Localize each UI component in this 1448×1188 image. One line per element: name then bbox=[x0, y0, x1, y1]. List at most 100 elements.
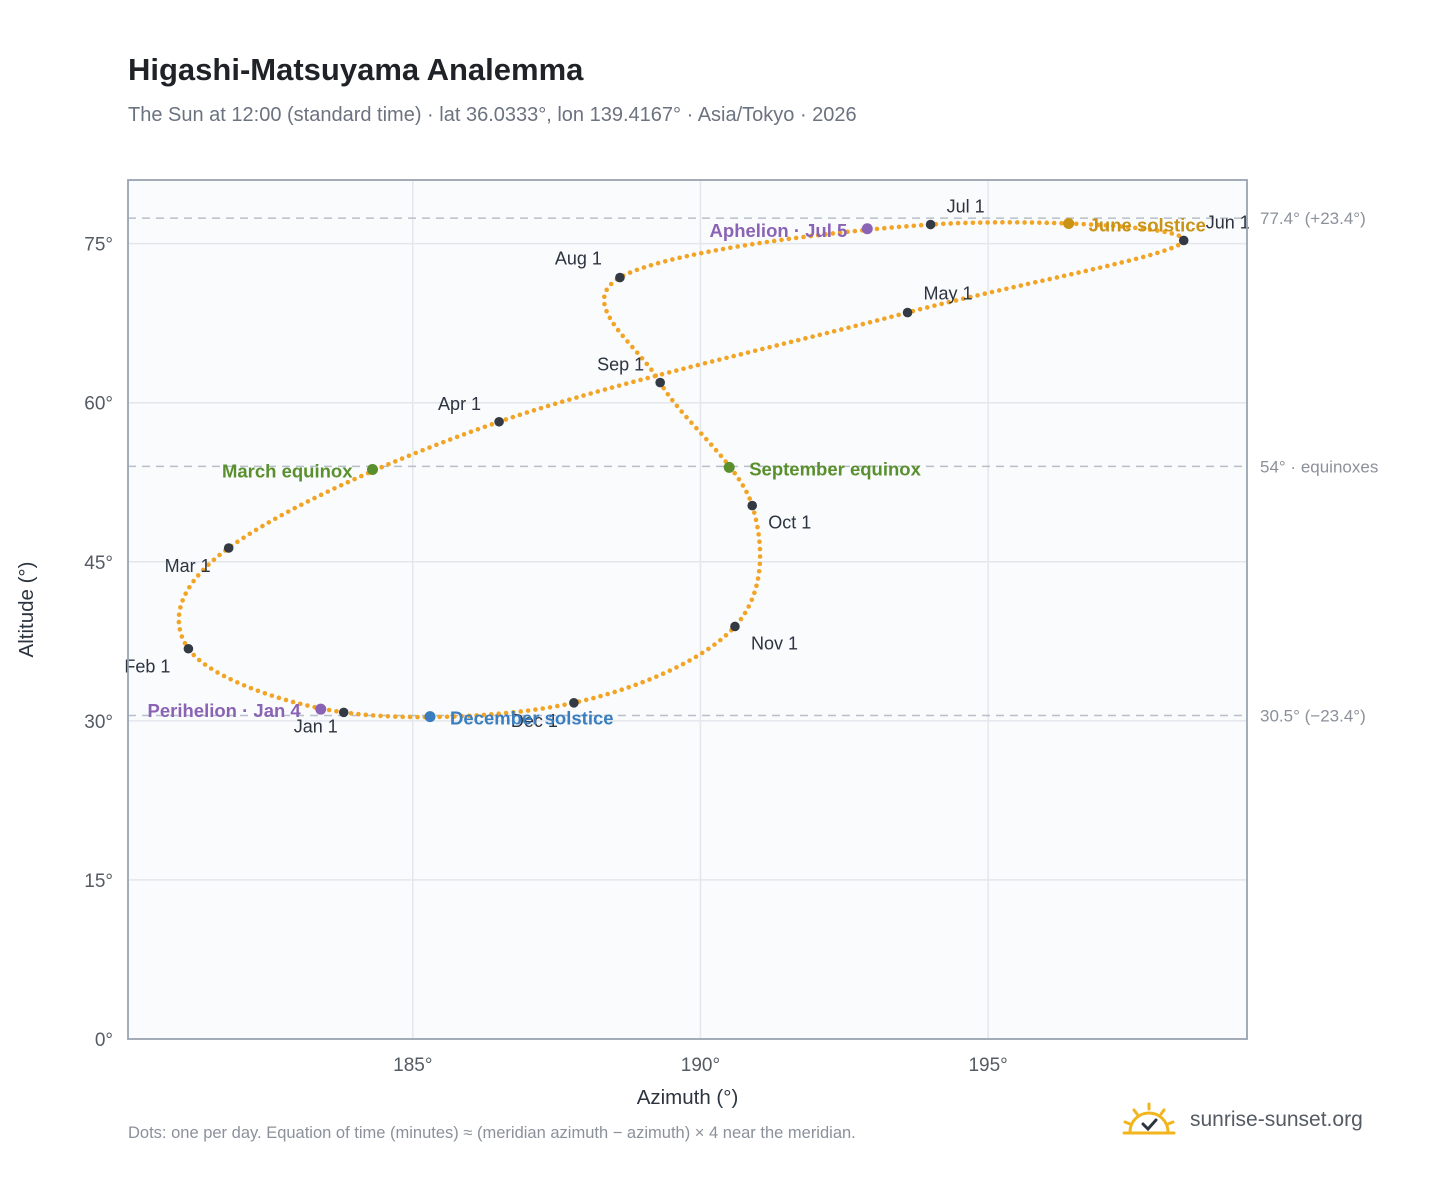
daily-dot bbox=[674, 403, 680, 409]
daily-dot bbox=[574, 395, 579, 400]
event-label: December solstice bbox=[450, 708, 614, 729]
daily-dot bbox=[602, 301, 607, 307]
y-tick-label: 30° bbox=[84, 712, 113, 733]
daily-dot bbox=[846, 325, 851, 330]
daily-dot bbox=[191, 652, 197, 658]
daily-dot bbox=[695, 362, 701, 368]
daily-dot bbox=[702, 360, 708, 366]
daily-dot bbox=[774, 343, 780, 348]
daily-dot bbox=[867, 319, 873, 325]
daily-dot bbox=[633, 682, 638, 688]
daily-dot bbox=[755, 524, 760, 530]
daily-dot bbox=[742, 610, 748, 616]
daily-dot bbox=[1103, 223, 1109, 228]
daily-dot bbox=[555, 703, 560, 709]
daily-dot bbox=[200, 567, 206, 573]
daily-dot bbox=[889, 314, 894, 320]
daily-dot bbox=[332, 486, 337, 491]
daily-dot bbox=[634, 267, 640, 273]
daily-dot bbox=[235, 680, 240, 685]
daily-dot bbox=[1175, 242, 1181, 248]
daily-dot bbox=[699, 431, 704, 436]
month-label: Mar 1 bbox=[165, 556, 211, 576]
daily-dot bbox=[503, 710, 509, 716]
daily-dot bbox=[605, 691, 610, 697]
x-tick-label: 185° bbox=[393, 1055, 432, 1076]
daily-dot bbox=[305, 703, 310, 708]
daily-dot bbox=[631, 379, 636, 385]
x-tick-label: 190° bbox=[681, 1055, 720, 1076]
daily-dot bbox=[496, 711, 501, 717]
daily-dot bbox=[661, 385, 666, 391]
daily-dot bbox=[1118, 224, 1123, 229]
daily-dot bbox=[779, 237, 784, 243]
brand[interactable]: sunrise-sunset.org bbox=[1122, 1100, 1363, 1140]
daily-dot bbox=[447, 437, 453, 442]
daily-dot bbox=[386, 461, 391, 467]
daily-dot bbox=[241, 535, 246, 541]
daily-dot bbox=[392, 714, 398, 719]
daily-dot bbox=[1162, 248, 1167, 253]
daily-dot bbox=[1169, 231, 1175, 236]
daily-dot bbox=[896, 224, 902, 230]
reference-line-label: 77.4° (+23.4°) bbox=[1260, 209, 1366, 228]
daily-dot bbox=[654, 674, 659, 679]
event-marker bbox=[424, 711, 436, 723]
daily-dot bbox=[767, 344, 772, 350]
daily-dot bbox=[963, 220, 968, 226]
daily-dot bbox=[334, 708, 339, 714]
daily-dot bbox=[953, 298, 959, 303]
daily-dot bbox=[297, 701, 303, 707]
daily-dot bbox=[604, 287, 609, 293]
daily-dot bbox=[662, 258, 668, 264]
daily-dot bbox=[454, 434, 460, 440]
daily-dot bbox=[177, 627, 183, 632]
daily-dot bbox=[1032, 280, 1038, 285]
daily-dot bbox=[689, 420, 694, 425]
daily-dot bbox=[392, 459, 398, 464]
daily-dot bbox=[567, 397, 572, 402]
month-label: Dec 1 bbox=[511, 711, 558, 731]
daily-dot bbox=[292, 505, 298, 511]
daily-dot bbox=[771, 238, 777, 244]
month-marker bbox=[338, 707, 349, 718]
daily-dot bbox=[503, 417, 509, 422]
daily-dot bbox=[248, 685, 254, 691]
month-label: Nov 1 bbox=[751, 633, 798, 653]
brand-name: sunrise-sunset.org bbox=[1190, 1108, 1363, 1131]
daily-dot bbox=[755, 576, 761, 581]
daily-dot bbox=[217, 552, 222, 558]
daily-dot bbox=[882, 225, 887, 231]
event-marker bbox=[723, 461, 735, 473]
daily-dot bbox=[228, 677, 233, 682]
month-label: Aug 1 bbox=[555, 249, 602, 269]
daily-dot bbox=[524, 410, 530, 415]
daily-dot bbox=[235, 539, 240, 545]
y-tick-label: 0° bbox=[95, 1030, 113, 1051]
daily-dot bbox=[427, 445, 432, 450]
daily-dot bbox=[738, 616, 744, 622]
daily-dot bbox=[545, 403, 551, 409]
daily-dot bbox=[406, 453, 412, 459]
daily-dot bbox=[992, 220, 998, 225]
daily-dot bbox=[1076, 270, 1081, 275]
daily-dot bbox=[639, 355, 645, 361]
daily-dot bbox=[1022, 220, 1027, 225]
y-tick-label: 15° bbox=[84, 871, 113, 892]
daily-dot bbox=[266, 520, 272, 525]
chart-title: Higashi-Matsuyama Analemma bbox=[128, 52, 584, 87]
daily-dot bbox=[272, 516, 278, 522]
daily-dot bbox=[1014, 220, 1020, 225]
daily-dot bbox=[247, 531, 253, 537]
daily-dot bbox=[946, 299, 952, 305]
daily-dot bbox=[510, 414, 516, 420]
x-tick-label: 195° bbox=[968, 1055, 1007, 1076]
daily-dot bbox=[830, 231, 836, 236]
daily-dot bbox=[674, 368, 679, 373]
daily-dot bbox=[1140, 226, 1145, 231]
daily-dot bbox=[620, 333, 626, 339]
daily-dot bbox=[982, 291, 988, 297]
month-label: Sep 1 bbox=[597, 355, 644, 375]
plot-border bbox=[127, 179, 1248, 1040]
daily-dot bbox=[1004, 286, 1009, 292]
